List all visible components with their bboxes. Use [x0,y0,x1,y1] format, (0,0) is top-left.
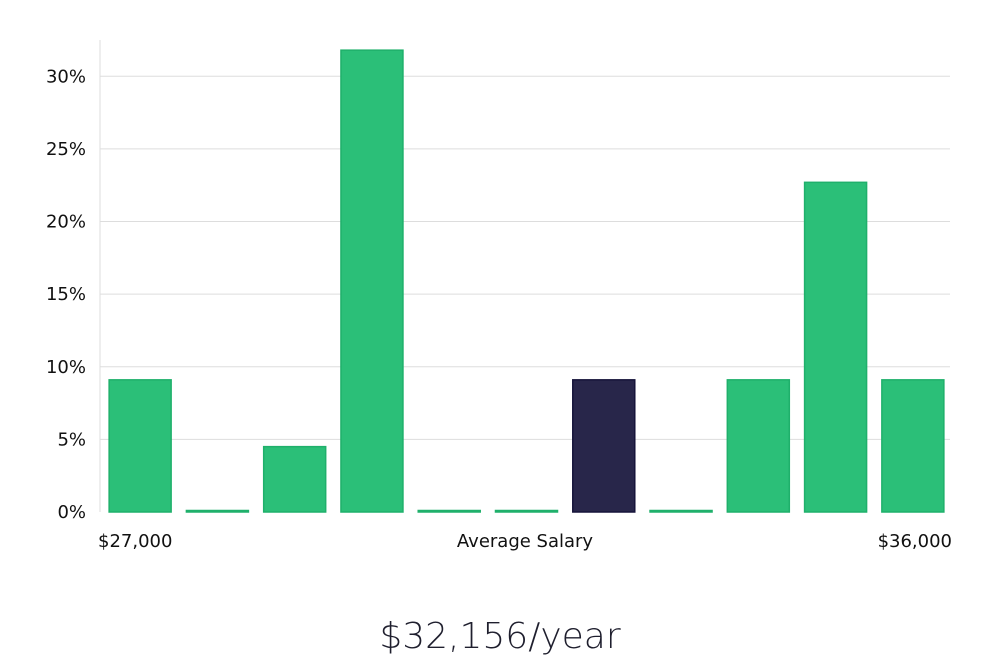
y-tick-label: 25% [46,139,86,160]
bar [726,379,791,513]
bar [881,379,945,513]
bar-highlighted [572,379,636,513]
y-axis-ticks: 0% 5% 10% 15% 20% 25% 30% [46,66,86,523]
bar [185,509,250,513]
x-axis-max-label: $36,000 [878,531,952,552]
y-tick-label: 20% [46,212,86,233]
bar [803,181,868,513]
y-tick-label: 5% [57,429,86,450]
bar [417,509,481,513]
y-tick-label: 0% [57,502,86,523]
bar [340,49,404,513]
y-tick-label: 10% [46,357,86,378]
bars [108,49,945,513]
bar [649,509,713,513]
bar [262,445,327,513]
bar [108,379,172,513]
y-tick-label: 30% [46,66,86,87]
average-salary-headline: $32,156/year [379,616,621,657]
y-tick-label: 15% [46,284,86,305]
x-axis-label: Average Salary [457,531,594,552]
bar [494,509,559,513]
x-axis-min-label: $27,000 [98,531,172,552]
